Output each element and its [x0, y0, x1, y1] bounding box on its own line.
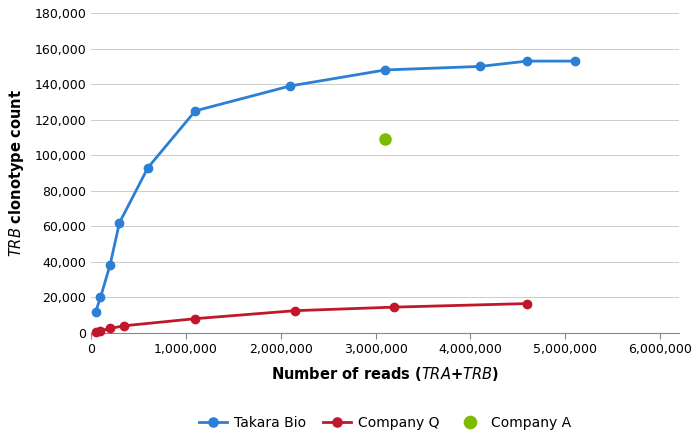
Takara Bio: [97, 295, 105, 300]
Company Q: [92, 329, 100, 335]
Legend: Takara Bio, Company Q, Company A: Takara Bio, Company Q, Company A: [194, 410, 576, 435]
Company Q: [290, 308, 299, 313]
Company Q: [523, 301, 531, 306]
Takara Bio: [116, 220, 124, 226]
Takara Bio: [475, 64, 484, 69]
Takara Bio: [92, 309, 100, 314]
Line: Company Q: Company Q: [92, 300, 531, 336]
Takara Bio: [144, 165, 152, 170]
Company Q: [191, 316, 200, 321]
Takara Bio: [191, 108, 200, 113]
X-axis label: Number of reads ($\mathbf{\it{TRA}}$$\bf{ + }$$\mathbf{\it{TRB}}$): Number of reads ($\mathbf{\it{TRA}}$$\bf…: [271, 364, 499, 383]
Takara Bio: [286, 83, 295, 88]
Takara Bio: [570, 58, 579, 64]
Y-axis label: $\mathbf{\it{TRB}}$$\bf{\ clonotype\ count}$: $\mathbf{\it{TRB}}$$\bf{\ clonotype\ cou…: [7, 89, 26, 257]
Company Q: [106, 326, 114, 331]
Line: Takara Bio: Takara Bio: [92, 57, 579, 316]
Company Q: [391, 304, 399, 310]
Takara Bio: [523, 58, 531, 64]
Takara Bio: [381, 67, 389, 73]
Company Q: [120, 323, 128, 328]
Takara Bio: [106, 263, 114, 268]
Company Q: [97, 328, 105, 333]
